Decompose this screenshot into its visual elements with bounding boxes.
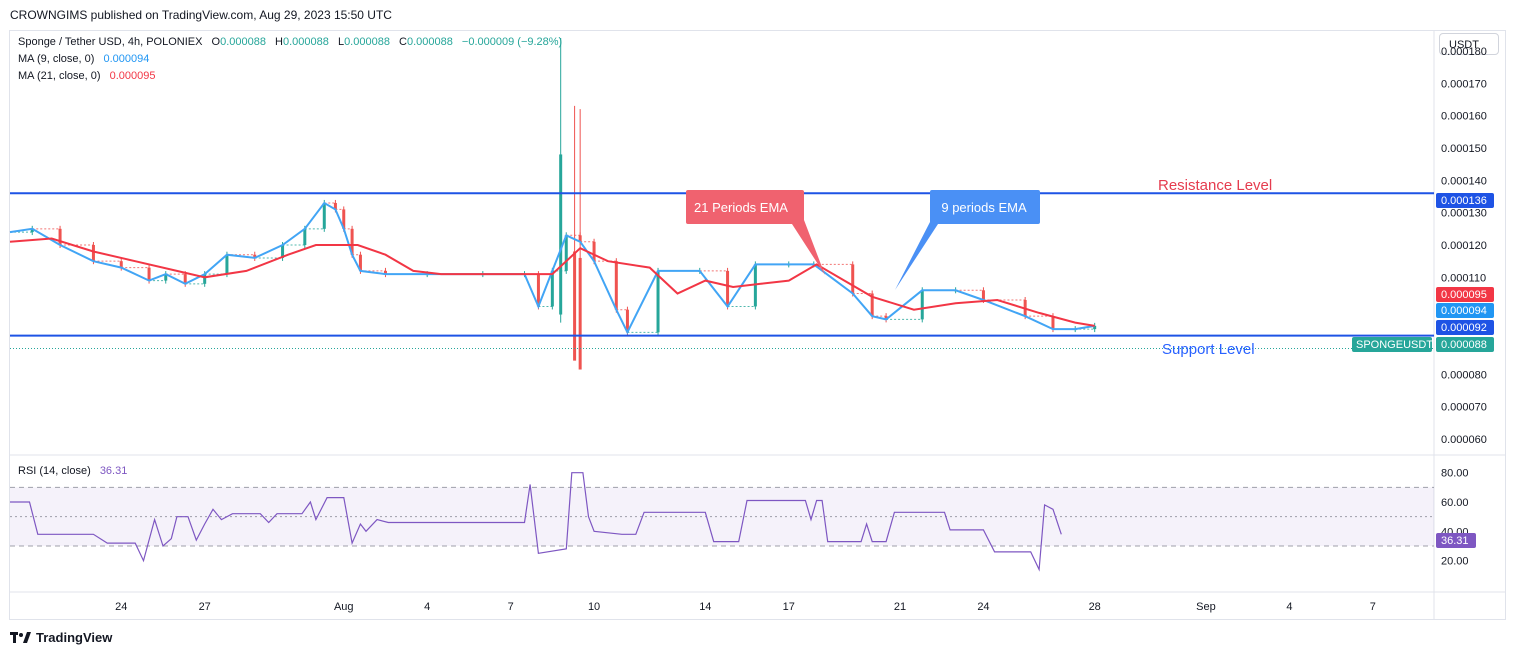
close-label: C bbox=[399, 36, 407, 48]
rsi-label: RSI (14, close) bbox=[18, 465, 91, 477]
symbol-title: Sponge / Tether USD, 4h, POLONIEX bbox=[18, 36, 203, 48]
currency-button[interactable]: USDT bbox=[1439, 33, 1499, 55]
ma21-value: 0.000095 bbox=[109, 70, 156, 82]
high-value: 0.000088 bbox=[282, 36, 329, 48]
open-label: O bbox=[211, 36, 221, 48]
low-label: L bbox=[337, 36, 345, 48]
tradingview-logo[interactable]: TradingView bbox=[10, 630, 112, 645]
chart-frame bbox=[9, 30, 1506, 620]
ma21-legend[interactable]: MA (21, close, 0) 0.000095 bbox=[18, 70, 156, 82]
tradingview-brand: TradingView bbox=[36, 630, 113, 645]
close-value: 0.000088 bbox=[406, 36, 453, 48]
ma21-label: MA (21, close, 0) bbox=[18, 70, 101, 82]
change-value: −0.000009 (−9.28%) bbox=[461, 36, 563, 48]
high-label: H bbox=[275, 36, 283, 48]
rsi-legend[interactable]: RSI (14, close) 36.31 bbox=[18, 465, 127, 477]
rsi-value: 36.31 bbox=[99, 465, 128, 477]
open-value: 0.000088 bbox=[220, 36, 266, 48]
publisher-caption: CROWNGIMS published on TradingView.com, … bbox=[10, 8, 392, 22]
low-value: 0.000088 bbox=[344, 36, 390, 48]
ma9-label: MA (9, close, 0) bbox=[18, 53, 95, 65]
ma9-value: 0.000094 bbox=[103, 53, 150, 65]
tradingview-icon bbox=[10, 631, 31, 643]
ma9-legend[interactable]: MA (9, close, 0) 0.000094 bbox=[18, 53, 149, 65]
symbol-legend: Sponge / Tether USD, 4h, POLONIEX O0.000… bbox=[18, 36, 562, 48]
